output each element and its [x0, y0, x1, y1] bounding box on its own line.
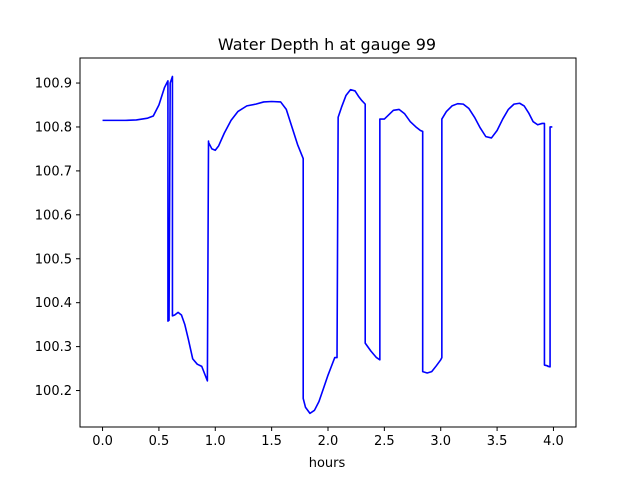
x-tick-label: 3.5: [487, 434, 508, 449]
x-axis-label: hours: [309, 456, 346, 471]
y-axis: 100.2 100.3 100.4 100.5 100.6 100.7 100.8 100.9: [35, 77, 80, 399]
x-tick-label: 4.0: [543, 434, 564, 449]
x-tick-label: 2.0: [318, 434, 339, 449]
x-tick-label: 2.5: [374, 434, 395, 449]
chart-title: Water Depth h at gauge 99: [218, 35, 436, 54]
y-tick-label: 100.3: [35, 340, 72, 355]
series-layer: [102, 75, 553, 415]
plot-background: [80, 58, 576, 427]
x-axis: 0.0 0.5 1.0 1.5 2.0 2.5 3.0 3.5 4.0: [92, 427, 564, 449]
x-tick-label: 1.5: [261, 434, 282, 449]
y-tick-label: 100.9: [35, 77, 72, 92]
y-tick-label: 100.4: [35, 296, 72, 311]
y-tick-label: 100.2: [35, 384, 72, 399]
y-tick-label: 100.6: [35, 208, 72, 223]
x-tick-label: 1.0: [205, 434, 226, 449]
x-tick-label: 0.5: [149, 434, 170, 449]
x-tick-label: 0.0: [92, 434, 113, 449]
plot-area: [79, 57, 577, 428]
x-tick-label: 3.0: [430, 434, 451, 449]
y-tick-label: 100.7: [35, 164, 72, 179]
y-tick-label: 100.8: [35, 120, 72, 135]
series-line-0: [102, 75, 553, 415]
y-tick-label: 100.5: [35, 252, 72, 267]
